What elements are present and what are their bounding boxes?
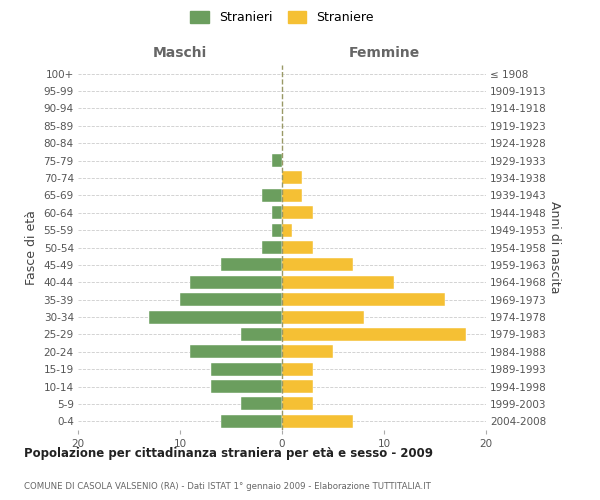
Bar — [282, 189, 302, 202]
Bar — [272, 206, 282, 220]
Bar — [282, 398, 313, 410]
Bar — [282, 310, 364, 324]
Bar — [221, 258, 282, 272]
Bar — [282, 206, 313, 220]
Bar — [211, 362, 282, 376]
Bar — [282, 241, 313, 254]
Bar — [221, 415, 282, 428]
Bar — [272, 224, 282, 236]
Bar — [282, 346, 333, 358]
Bar — [262, 189, 282, 202]
Bar — [149, 310, 282, 324]
Text: Femmine: Femmine — [349, 46, 419, 60]
Bar — [190, 346, 282, 358]
Bar — [282, 415, 353, 428]
Bar — [282, 224, 292, 236]
Bar — [241, 328, 282, 341]
Text: COMUNE DI CASOLA VALSENIO (RA) - Dati ISTAT 1° gennaio 2009 - Elaborazione TUTTI: COMUNE DI CASOLA VALSENIO (RA) - Dati IS… — [24, 482, 431, 491]
Bar — [282, 258, 353, 272]
Bar — [241, 398, 282, 410]
Bar — [282, 362, 313, 376]
Bar — [262, 241, 282, 254]
Bar — [282, 172, 302, 184]
Bar — [282, 328, 466, 341]
Bar — [211, 380, 282, 393]
Text: Maschi: Maschi — [153, 46, 207, 60]
Legend: Stranieri, Straniere: Stranieri, Straniere — [188, 8, 376, 26]
Bar — [272, 154, 282, 167]
Bar — [190, 276, 282, 289]
Bar — [282, 276, 394, 289]
Y-axis label: Fasce di età: Fasce di età — [25, 210, 38, 285]
Y-axis label: Anni di nascita: Anni di nascita — [548, 201, 561, 294]
Bar — [282, 293, 445, 306]
Bar — [180, 293, 282, 306]
Bar — [282, 380, 313, 393]
Text: Popolazione per cittadinanza straniera per età e sesso - 2009: Popolazione per cittadinanza straniera p… — [24, 448, 433, 460]
